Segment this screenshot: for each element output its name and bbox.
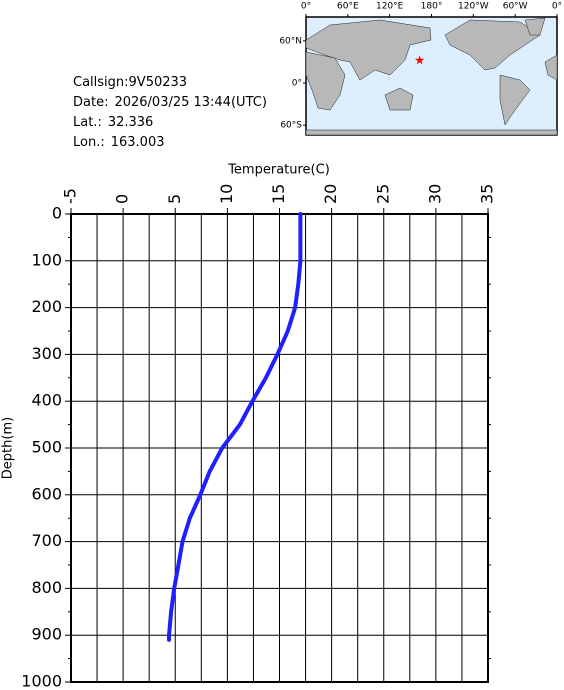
location-star bbox=[414, 55, 425, 65]
y-tick-label: 600 bbox=[31, 484, 62, 503]
y-tick-label: 0 bbox=[52, 204, 62, 223]
land bbox=[305, 129, 558, 136]
y-tick-label: 100 bbox=[31, 250, 62, 269]
map-lon-label: 0° bbox=[301, 2, 311, 12]
y-tick-label: 400 bbox=[31, 391, 62, 410]
y-tick-label: 1000 bbox=[21, 672, 62, 690]
x-tick-label: 15 bbox=[269, 184, 288, 204]
map-lon-label: 120°W bbox=[458, 2, 489, 12]
land bbox=[544, 54, 558, 81]
info-value: 9V50233 bbox=[129, 75, 188, 90]
map-lon-label: 0° bbox=[552, 2, 562, 12]
x-tick-label: 25 bbox=[373, 184, 392, 204]
info-line: Lon.: 163.003 bbox=[73, 135, 165, 150]
land bbox=[444, 19, 541, 71]
y-tick-label: 900 bbox=[31, 625, 62, 644]
map-lat-label: 0° bbox=[292, 79, 302, 89]
plot-frame bbox=[70, 213, 489, 683]
y-tick-label: 800 bbox=[31, 578, 62, 597]
x-tick-label: 0 bbox=[113, 194, 132, 204]
x-tick-label: 30 bbox=[425, 184, 444, 204]
map-lon-label: 180° bbox=[421, 2, 443, 12]
info-label: Date: bbox=[73, 95, 108, 110]
map-lat-label: 60°N bbox=[279, 36, 302, 46]
map-lon-label: 60°E bbox=[337, 2, 359, 12]
map-lat-label: 60°S bbox=[280, 121, 302, 131]
x-tick-label: 35 bbox=[478, 184, 497, 204]
y-tick-label: 500 bbox=[31, 438, 62, 457]
info-line: Callsign:9V50233 bbox=[73, 75, 187, 90]
info-line: Date: 2026/03/25 13:44(UTC) bbox=[73, 95, 267, 110]
x-tick-label: -5 bbox=[61, 188, 80, 204]
land bbox=[384, 87, 414, 111]
info-line: Lat.: 32.336 bbox=[73, 115, 153, 130]
y-axis-label: Depth(m) bbox=[1, 417, 16, 479]
land bbox=[305, 19, 432, 81]
x-tick-label: 20 bbox=[321, 184, 340, 204]
x-tick-label: 5 bbox=[165, 194, 184, 204]
y-tick-label: 300 bbox=[31, 344, 62, 363]
info-value: 163.003 bbox=[111, 135, 165, 150]
info-label: Lat.: bbox=[73, 115, 102, 130]
y-tick-label: 200 bbox=[31, 297, 62, 316]
x-axis-label: Temperature(C) bbox=[227, 163, 330, 178]
profile-line bbox=[167, 212, 303, 642]
info-label: Lon.: bbox=[73, 135, 105, 150]
y-tick-label: 700 bbox=[31, 531, 62, 550]
info-label: Callsign: bbox=[73, 75, 129, 90]
world-map bbox=[305, 16, 558, 136]
info-value: 32.336 bbox=[108, 115, 154, 130]
map-lon-label: 120°E bbox=[376, 2, 404, 12]
map-lon-label: 60°W bbox=[503, 2, 528, 12]
land bbox=[305, 51, 346, 111]
info-value: 2026/03/25 13:44(UTC) bbox=[114, 95, 266, 110]
land bbox=[499, 74, 531, 126]
land bbox=[524, 17, 546, 36]
x-tick-label: 10 bbox=[217, 184, 236, 204]
